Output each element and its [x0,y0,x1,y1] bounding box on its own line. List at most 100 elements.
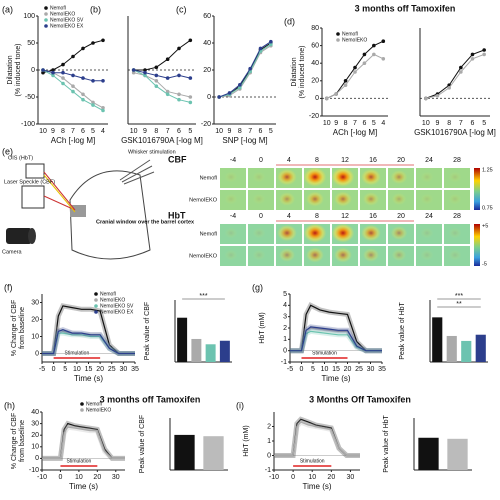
marker [447,86,451,90]
marker [353,70,357,74]
significance: *** [455,293,463,300]
map-hotspot [420,227,434,239]
camera-icon [6,228,32,244]
marker [372,43,376,48]
chart-title: 3 months off Tamoxifen [100,394,201,404]
x-axis-label: ACh [-log M] [333,128,377,137]
y-axis-label: Peak value of HbT [383,414,390,472]
marker [165,92,170,97]
time-label: 12 [341,157,349,164]
legend-marker [44,12,48,16]
bar [432,317,443,362]
x-tick-label: 10 [75,474,83,481]
y-axis-label: (% induced tone) [299,46,306,99]
marker [61,70,65,75]
map-hotspot [331,223,355,243]
row-label: Nemofl [200,175,217,181]
y-tick-label: -50 [25,94,35,101]
y-tick-label: 0 [31,67,35,74]
map-hotspot [334,247,352,263]
x-axis-label: Time (s) [74,374,103,383]
laser-box [21,185,45,209]
x-tick-label: 10 [130,128,138,135]
marker [71,73,75,78]
y-axis-label: % Change of CBF [11,413,18,469]
marker [154,79,159,83]
x-tick-label: 9 [436,120,440,127]
y-tick-label: 2 [267,423,271,430]
x-axis-label: Time (s) [321,374,350,383]
setup-label: Camera [2,249,23,255]
x-axis-label: GSK1016790A [-log M] [121,136,203,145]
marker [143,68,147,72]
x-tick-label: 5 [63,366,67,373]
marker [91,79,95,83]
y-tick-label: -100 [21,121,35,128]
marker [61,81,65,86]
bar [461,340,472,362]
time-label: 28 [453,157,461,164]
map-hotspot [390,170,408,184]
x-tick-label: 6 [471,120,475,127]
legend-label: NemoIEKO EX [50,23,84,29]
y-axis-label: Dilatation [7,55,14,84]
y-tick-label: 40 [203,40,211,47]
marker [177,73,181,78]
y-tick-label: -20 [201,121,211,128]
x-tick-label: 5 [188,128,192,135]
bar [447,438,468,470]
legend-label: NemoIEKO SV [100,303,134,309]
x-tick-label: 20 [93,474,101,481]
y-axis-label: from baseline [19,307,26,349]
y-axis-label: HbT (mM) [259,312,266,343]
marker [71,89,75,94]
marker [41,68,45,72]
x-tick-label: 7 [71,128,75,135]
setup-label: OIS (HbT) [8,155,33,161]
y-tick-label: -20 [309,113,319,120]
setup-label: Laser Speckle (CBF) [4,179,55,185]
marker [188,76,193,80]
map-hotspot [277,168,297,186]
marker [101,106,105,110]
legend-label: Nemofl [342,31,358,37]
y-tick-label: 80 [311,25,319,32]
y-tick-label: 20 [31,316,39,323]
row-label: Nemofl [200,231,217,237]
marker [372,52,376,57]
series-line [219,45,272,98]
x-tick-label: 4 [101,128,105,135]
bar [446,335,457,362]
x-axis-label: GSK1016790A [-log M] [414,128,496,137]
time-label: 4 [287,213,291,220]
y-axis-label: Dilatation [291,57,298,86]
marker [41,70,45,75]
map-hotspot [224,249,238,261]
time-label: -4 [230,213,236,220]
y-tick-label: 30 [31,299,39,306]
x-tick-label: 10 [422,120,430,127]
marker [101,38,105,43]
marker [81,92,85,97]
marker [143,73,147,78]
map-hotspot [252,171,266,183]
x-tick-label: 6 [177,128,181,135]
marker [334,92,338,96]
x-tick-label: 8 [447,120,451,127]
map-hotspot [391,192,407,206]
map-hotspot [448,193,462,205]
legend-label: NemoIEKO [342,37,367,43]
y-tick-label: 0 [283,348,287,355]
stimulation-label: Stimulation [312,350,337,356]
legend-marker [80,408,84,412]
x-tick-label: 35 [131,366,139,373]
series-line [290,326,382,352]
marker [470,52,475,57]
x-tick-label: -10 [37,474,47,481]
x-tick-label: 5 [269,128,273,135]
x-tick-label: 9 [51,128,55,135]
mouse-head [69,170,151,260]
x-tick-label: 0 [291,474,295,481]
map-hotspot [303,167,327,187]
